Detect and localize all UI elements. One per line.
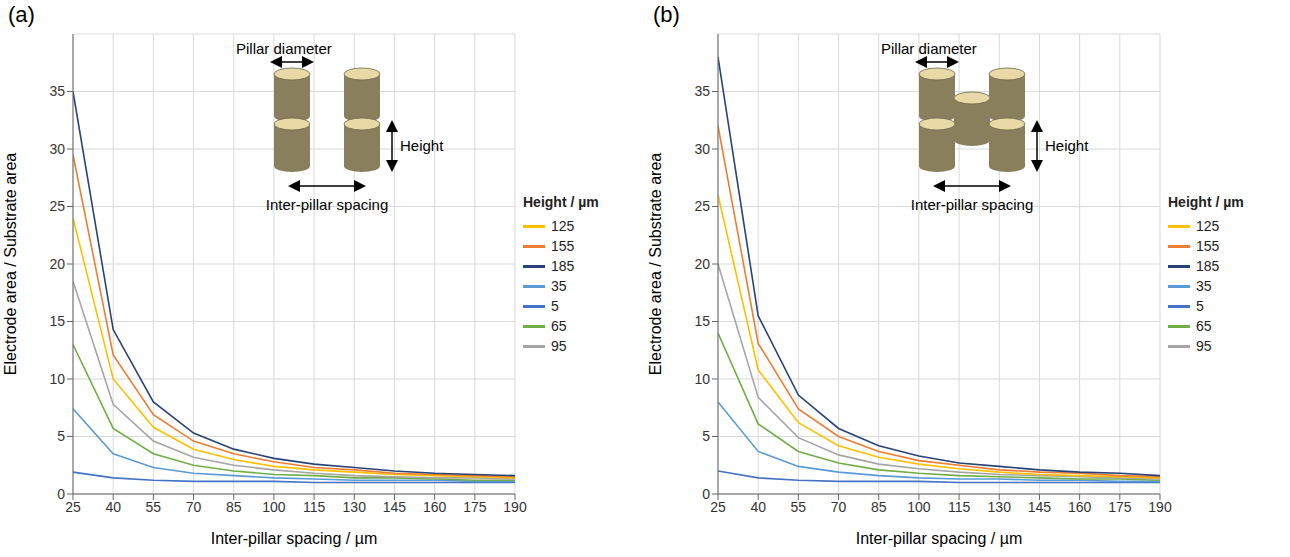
svg-text:40: 40 — [750, 499, 766, 515]
html-text:5: 5 — [551, 298, 559, 314]
svg-text:85: 85 — [871, 499, 887, 515]
html-text:95: 95 — [551, 338, 567, 354]
html-text:(b): (b) — [653, 2, 680, 27]
svg-text:115: 115 — [303, 499, 326, 515]
svg-text:0: 0 — [702, 486, 710, 502]
svg-text:55: 55 — [146, 499, 162, 515]
html-text:Height / µm: Height / µm — [1168, 194, 1244, 210]
svg-text:Inter-pillar spacing / µm: Inter-pillar spacing / µm — [211, 530, 378, 547]
html-text:65: 65 — [551, 318, 567, 334]
svg-text:175: 175 — [463, 499, 487, 515]
svg-text:25: 25 — [694, 198, 710, 214]
svg-text:70: 70 — [186, 499, 202, 515]
svg-text:40: 40 — [105, 499, 121, 515]
svg-text:30: 30 — [694, 141, 710, 157]
svg-text:20: 20 — [49, 256, 65, 272]
svg-text:35: 35 — [694, 83, 710, 99]
svg-text:Height: Height — [1045, 137, 1089, 154]
html-text:35: 35 — [1196, 278, 1212, 294]
svg-text:20: 20 — [694, 256, 710, 272]
html-text:125: 125 — [1196, 218, 1220, 234]
svg-text:130: 130 — [988, 499, 1012, 515]
svg-text:115: 115 — [948, 499, 971, 515]
svg-text:Inter-pillar spacing / µm: Inter-pillar spacing / µm — [856, 530, 1023, 547]
svg-text:5: 5 — [702, 428, 710, 444]
html-text:95: 95 — [1196, 338, 1212, 354]
svg-text:Electrode area / Substrate are: Electrode area / Substrate area — [2, 153, 19, 375]
svg-text:130: 130 — [343, 499, 367, 515]
svg-text:0: 0 — [57, 486, 65, 502]
html-text:155: 155 — [551, 238, 575, 254]
html-text:35: 35 — [551, 278, 567, 294]
svg-text:Height: Height — [400, 137, 444, 154]
svg-text:Pillar diameter: Pillar diameter — [236, 40, 332, 57]
svg-text:25: 25 — [49, 198, 65, 214]
svg-text:10: 10 — [694, 371, 710, 387]
svg-text:160: 160 — [423, 499, 447, 515]
html-text:5: 5 — [1196, 298, 1204, 314]
svg-text:10: 10 — [49, 371, 65, 387]
html-text:185: 185 — [1196, 258, 1220, 274]
svg-text:Electrode area / Substrate are: Electrode area / Substrate area — [647, 153, 664, 375]
svg-text:Inter-pillar spacing: Inter-pillar spacing — [266, 196, 389, 213]
svg-text:145: 145 — [1028, 499, 1052, 515]
svg-text:70: 70 — [831, 499, 847, 515]
svg-text:85: 85 — [226, 499, 242, 515]
html-text:(a): (a) — [8, 2, 35, 27]
svg-text:25: 25 — [710, 499, 726, 515]
html-text:Height / µm: Height / µm — [523, 194, 599, 210]
svg-text:Pillar diameter: Pillar diameter — [881, 40, 977, 57]
html-text:155: 155 — [1196, 238, 1220, 254]
svg-text:15: 15 — [694, 313, 710, 329]
svg-text:5: 5 — [57, 428, 65, 444]
svg-text:35: 35 — [49, 83, 65, 99]
svg-text:100: 100 — [907, 499, 931, 515]
svg-text:55: 55 — [791, 499, 807, 515]
html-text:125: 125 — [551, 218, 575, 234]
svg-text:190: 190 — [1148, 499, 1172, 515]
html-text:185: 185 — [551, 258, 575, 274]
svg-text:100: 100 — [262, 499, 286, 515]
svg-text:145: 145 — [383, 499, 407, 515]
svg-text:30: 30 — [49, 141, 65, 157]
svg-text:25: 25 — [65, 499, 81, 515]
svg-text:15: 15 — [49, 313, 65, 329]
html-text:65: 65 — [1196, 318, 1212, 334]
svg-text:175: 175 — [1108, 499, 1132, 515]
svg-text:160: 160 — [1068, 499, 1092, 515]
svg-text:Inter-pillar spacing: Inter-pillar spacing — [911, 196, 1034, 213]
svg-text:190: 190 — [503, 499, 527, 515]
